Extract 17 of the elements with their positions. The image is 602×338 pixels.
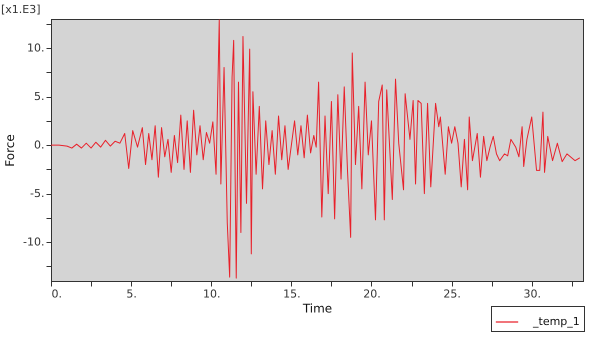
x-tick-label: 20.: [363, 288, 381, 300]
x-tick-label: 30.: [523, 288, 541, 300]
x-tick-label: 25.: [443, 288, 461, 300]
x-tick-label: 15.: [283, 288, 301, 300]
y-tick-label: 5.: [34, 90, 44, 104]
text: [x1.E3]: [1, 2, 41, 16]
x-tick-label: 5.: [126, 288, 137, 300]
line-series: [51, 19, 580, 279]
y-axis-title: Force: [3, 134, 18, 167]
legend-label: _temp_1: [532, 315, 580, 328]
y-tick-label: -5.: [30, 187, 44, 200]
x-tick-label: 0.: [52, 288, 62, 300]
x-tick-label: 10.: [202, 288, 220, 300]
y-tick-label: 10.: [27, 42, 44, 55]
y-tick-label: -10.: [23, 236, 44, 249]
y-tick-label: 0.: [34, 138, 44, 152]
x-axis-title: Time: [302, 302, 332, 316]
